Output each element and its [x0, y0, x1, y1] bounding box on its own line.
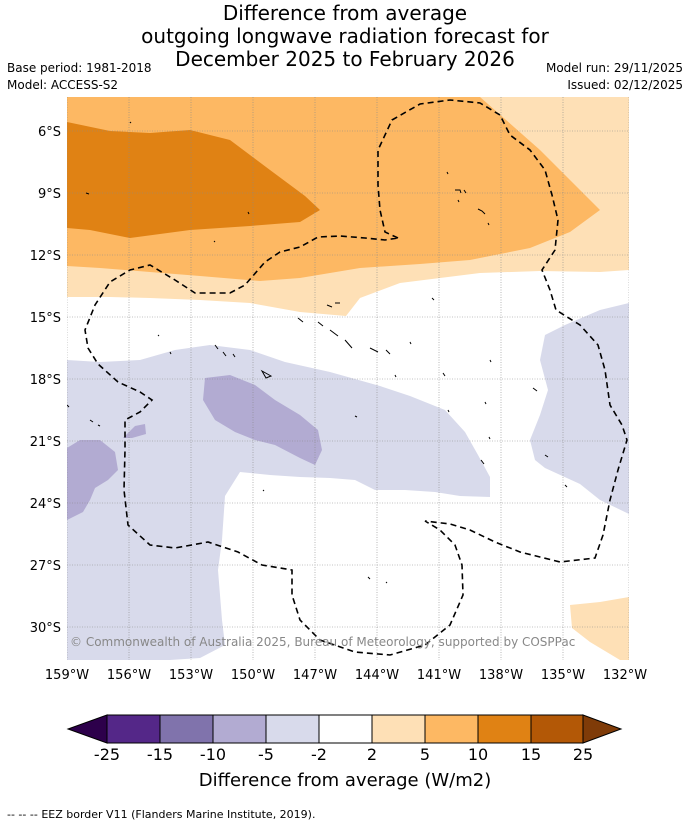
- colorbar-below-min: [66, 714, 108, 744]
- latitude-labels: 6°S 9°S 12°S 15°S 18°S 21°S 24°S 27°S 30…: [30, 125, 61, 636]
- colorbar-swatch: [159, 714, 214, 744]
- lon-label: 144°W: [355, 668, 399, 683]
- lon-label: 159°W: [45, 668, 89, 683]
- lat-label: 27°S: [30, 559, 61, 574]
- eez-legend: -- -- -- EEZ border V11 (Flanders Marine…: [7, 808, 315, 821]
- lon-label: 132°W: [603, 668, 647, 683]
- lon-label: 135°W: [541, 668, 585, 683]
- colorbar-tick-label: 2: [366, 745, 378, 764]
- eez-legend-symbol: -- -- --: [7, 808, 38, 821]
- colorbar-swatch: [477, 714, 532, 744]
- anomaly-region-minus5-to-minus2-east: [530, 303, 629, 514]
- graticule: [67, 97, 629, 660]
- colorbar-tick-label: -25: [93, 745, 121, 764]
- colorbar-swatch: [318, 714, 373, 744]
- colorbar-tick-label: -2: [311, 745, 327, 764]
- lat-label: 6°S: [38, 125, 61, 140]
- colorbar-tick-label: 10: [467, 745, 489, 764]
- lat-label: 12°S: [30, 249, 61, 264]
- anomaly-region-minus10-to-minus5-west: [67, 440, 118, 520]
- lat-label: 21°S: [30, 435, 61, 450]
- colorbar-swatch: [106, 714, 161, 744]
- colorbar-swatch: [424, 714, 479, 744]
- colorbar-swatch: [265, 714, 320, 744]
- colorbar-tick-label: 15: [520, 745, 542, 764]
- lat-label: 9°S: [38, 187, 61, 202]
- lon-label: 138°W: [479, 668, 523, 683]
- lon-label: 147°W: [293, 668, 337, 683]
- anomaly-region-minus10-to-minus5-center: [203, 375, 322, 465]
- lon-label: 141°W: [417, 668, 461, 683]
- lat-label: 24°S: [30, 497, 61, 512]
- model-run: Model run: 29/11/2025: [545, 61, 683, 75]
- colorbar-title: Difference from average (W/m2): [198, 770, 492, 791]
- eez-legend-text: EEZ border V11 (Flanders Marine Institut…: [41, 808, 316, 821]
- colorbar-swatch: [212, 714, 267, 744]
- map-plot-area: [67, 97, 629, 660]
- issued-date: Issued: 02/12/2025: [567, 78, 683, 92]
- lon-label: 153°W: [169, 668, 213, 683]
- lon-label: 156°W: [107, 668, 151, 683]
- lat-label: 15°S: [30, 311, 61, 326]
- anomaly-region-minus5-to-minus2-west: [67, 345, 490, 660]
- anomaly-region-10-to-15: [67, 122, 320, 238]
- longitude-labels: 159°W 156°W 153°W 150°W 147°W 144°W 141°…: [45, 668, 647, 683]
- anomaly-region-2-to-5-south: [570, 597, 629, 660]
- colorbar-swatch: [530, 714, 584, 744]
- copyright-text: © Commonwealth of Australia 2025, Bureau…: [70, 635, 575, 649]
- colorbar-tick-label: -5: [258, 745, 274, 764]
- colorbar-tick-label: -10: [199, 745, 227, 764]
- colorbar: [66, 714, 623, 744]
- title-line-2: outgoing longwave radiation forecast for: [141, 24, 549, 48]
- colorbar-above-max: [582, 714, 623, 744]
- eez-border: [84, 99, 628, 656]
- title-line-1: Difference from average: [222, 1, 468, 25]
- colorbar-tick-label: 25: [572, 745, 594, 764]
- colorbar-swatch: [371, 714, 426, 744]
- base-period: Base period: 1981-2018: [7, 61, 152, 75]
- lat-label: 30°S: [30, 621, 61, 636]
- colorbar-tick-label: -15: [146, 745, 174, 764]
- colorbar-tick-label: 5: [419, 745, 431, 764]
- lon-label: 150°W: [231, 668, 275, 683]
- lat-label: 18°S: [30, 373, 61, 388]
- model-name: Model: ACCESS-S2: [7, 78, 119, 92]
- title-line-3: December 2025 to February 2026: [175, 47, 515, 71]
- islands: [67, 121, 568, 584]
